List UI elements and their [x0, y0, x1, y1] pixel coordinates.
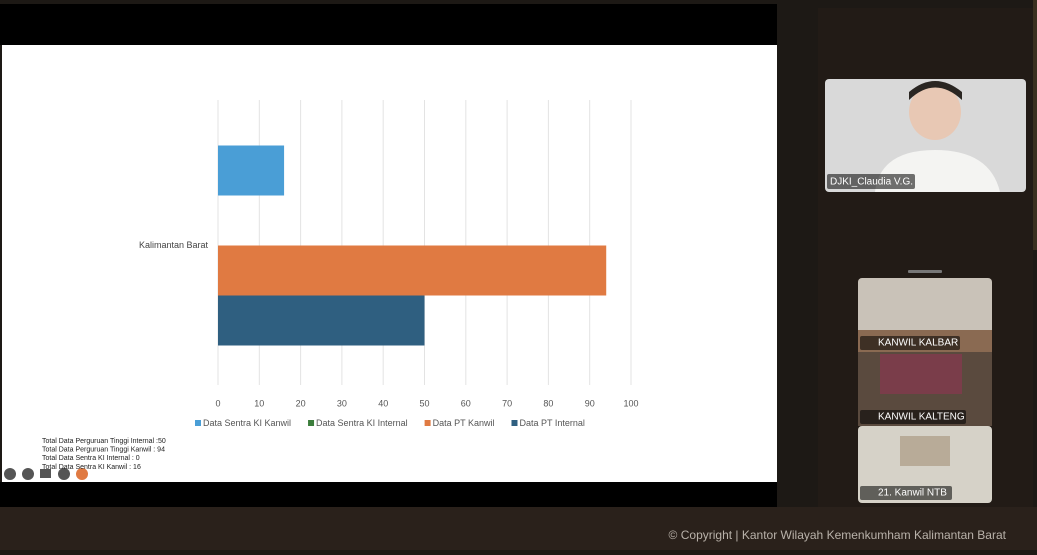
divider-handle[interactable]	[908, 270, 942, 273]
x-tick-label: 60	[461, 398, 471, 408]
zoom-button[interactable]	[76, 468, 88, 480]
x-tick-label: 80	[543, 398, 553, 408]
y-tick-label: Kalimantan Barat	[139, 240, 209, 250]
participant-name: DJKI_Claudia V.G.	[830, 177, 913, 188]
legend-swatch	[424, 420, 431, 426]
footer-text: © Copyright | Kantor Wilayah Kemenkumham…	[669, 528, 1007, 542]
participant-name: 21. Kanwil NTB	[878, 488, 947, 499]
legend-label: Data Sentra KI Internal	[316, 418, 408, 428]
caption-button[interactable]	[40, 469, 51, 478]
name-badge	[827, 174, 915, 189]
pen-button[interactable]	[22, 468, 34, 480]
legend-swatch	[195, 420, 201, 426]
legend-label: Data PT Kanwil	[433, 418, 495, 428]
x-tick-label: 0	[215, 398, 220, 408]
note: Total Data Sentra KI Kanwil : 16	[42, 464, 141, 471]
name-badge	[860, 410, 966, 424]
legend-label: Data PT Internal	[519, 418, 584, 428]
slide-bottom-band	[0, 482, 777, 507]
bar	[218, 145, 285, 196]
note: Total Data Perguruan Tinggi Internal :50	[42, 438, 166, 445]
hair	[909, 81, 962, 100]
x-tick-label: 20	[296, 398, 306, 408]
note: Total Data Sentra KI Internal : 0	[42, 455, 140, 462]
banner	[880, 354, 962, 394]
back-button[interactable]	[4, 468, 16, 480]
slide-top-band	[0, 4, 777, 45]
legend-swatch	[308, 420, 315, 426]
legend-swatch	[511, 420, 518, 426]
x-tick-label: 70	[502, 398, 512, 408]
participant-name: KANWIL KALTENG	[878, 412, 965, 423]
participant-name: KANWIL KALBAR	[878, 338, 958, 349]
x-tick-label: 30	[337, 398, 347, 408]
x-tick-label: 100	[623, 398, 638, 408]
more-button[interactable]	[58, 468, 70, 480]
note: Total Data Perguruan Tinggi Kanwil : 94	[42, 447, 165, 454]
edge	[1033, 0, 1037, 250]
x-tick-label: 10	[254, 398, 264, 408]
bar	[218, 245, 607, 296]
name-badge	[860, 336, 960, 350]
x-tick-label: 50	[419, 398, 429, 408]
name-badge	[860, 486, 952, 500]
x-tick-label: 90	[585, 398, 595, 408]
legend-label: Data Sentra KI Kanwil	[203, 418, 291, 428]
person	[909, 84, 961, 140]
x-tick-label: 40	[378, 398, 388, 408]
room	[900, 436, 950, 466]
footer-band	[0, 507, 1037, 550]
bar	[218, 295, 425, 346]
